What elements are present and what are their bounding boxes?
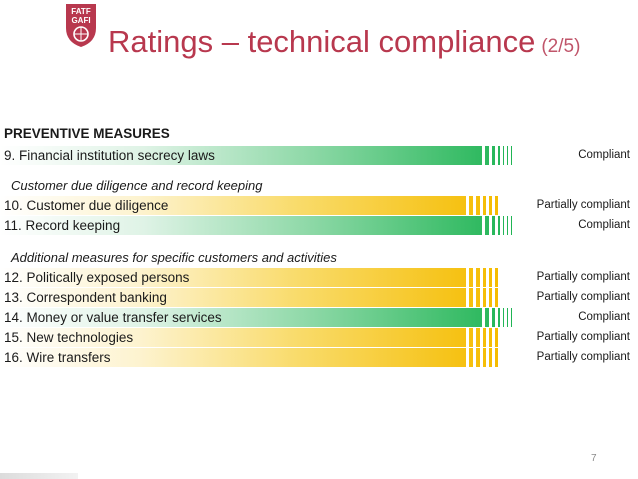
rating-bar-stripes [462, 196, 498, 215]
bar-separator [508, 146, 511, 165]
rating-row: 12. Politically exposed persons Partiall… [0, 268, 638, 287]
bar-separator [492, 328, 495, 347]
rating-value: Partially compliant [536, 271, 630, 283]
rating-row: 9. Financial institution secrecy laws Co… [0, 146, 638, 165]
svg-text:GAFI: GAFI [71, 16, 90, 25]
rating-bar-stripes [462, 328, 498, 347]
row-label: 12. Politically exposed persons [4, 270, 190, 285]
bar-separator [480, 328, 483, 347]
rating-bar [0, 268, 498, 287]
title-page-indicator: (2/5) [541, 36, 581, 57]
bar-separator [489, 216, 492, 235]
bar-separator [466, 196, 469, 215]
rating-bar-stripes [478, 216, 512, 235]
bar-separator [492, 288, 495, 307]
svg-text:FATF: FATF [71, 7, 91, 16]
bar-separator [495, 216, 498, 235]
bar-separator [492, 196, 495, 215]
bar-separator [482, 308, 485, 327]
rating-value: Partially compliant [536, 331, 630, 343]
bar-separator [473, 288, 476, 307]
bar-separator [473, 348, 476, 367]
rating-row: 16. Wire transfers Partially compliant [0, 348, 638, 367]
rating-value: Partially compliant [536, 291, 630, 303]
rating-row: 11. Record keeping Compliant [0, 216, 638, 235]
subsection-heading-additional: Additional measures for specific custome… [11, 250, 337, 265]
rating-bar [0, 216, 512, 235]
rating-row: 15. New technologies Partially compliant [0, 328, 638, 347]
bar-separator [492, 348, 495, 367]
bar-separator [466, 288, 469, 307]
row-label: 9. Financial institution secrecy laws [4, 148, 215, 163]
row-label: 13. Correspondent banking [4, 290, 167, 305]
subsection-heading-cdd: Customer due diligence and record keepin… [11, 178, 263, 193]
row-label: 16. Wire transfers [4, 350, 111, 365]
rating-row: 10. Customer due diligence Partially com… [0, 196, 638, 215]
page-title: Ratings – technical compliance (2/5) [108, 18, 580, 66]
bar-separator [482, 146, 485, 165]
bar-separator [486, 268, 489, 287]
rating-row: 14. Money or value transfer services Com… [0, 308, 638, 327]
bar-separator [500, 216, 503, 235]
bar-separator [466, 328, 469, 347]
rating-bar-stripes [478, 146, 512, 165]
rating-bar [0, 348, 498, 367]
row-label: 14. Money or value transfer services [4, 310, 222, 325]
bar-separator [480, 288, 483, 307]
bar-separator [504, 146, 507, 165]
bar-separator [508, 308, 511, 327]
rating-bar-stripes [478, 308, 512, 327]
rating-value: Partially compliant [536, 351, 630, 363]
rating-bar-stripes [462, 288, 498, 307]
bar-separator [473, 196, 476, 215]
bar-separator [480, 196, 483, 215]
bar-separator [486, 328, 489, 347]
bar-separator [508, 216, 511, 235]
rating-row: 13. Correspondent banking Partially comp… [0, 288, 638, 307]
fatf-gafi-logo: FATF GAFI [64, 2, 98, 48]
bar-separator [473, 268, 476, 287]
bar-separator [492, 268, 495, 287]
rating-bar [0, 328, 498, 347]
rating-value: Compliant [578, 149, 630, 161]
bar-separator [495, 146, 498, 165]
section-heading: PREVENTIVE MEASURES [4, 126, 170, 141]
row-label: 11. Record keeping [4, 218, 121, 233]
bar-separator [466, 268, 469, 287]
bar-separator [504, 308, 507, 327]
row-label: 10. Customer due diligence [4, 198, 169, 213]
bar-separator [504, 216, 507, 235]
rating-value: Compliant [578, 311, 630, 323]
bar-separator [489, 308, 492, 327]
bar-separator [486, 196, 489, 215]
rating-value: Partially compliant [536, 199, 630, 211]
rating-bar [0, 288, 498, 307]
title-text: Ratings – technical compliance [108, 24, 536, 59]
rating-bar [0, 196, 498, 215]
rating-bar-stripes [462, 348, 498, 367]
bar-separator [466, 348, 469, 367]
footer-decoration [0, 473, 78, 479]
rating-bar [0, 308, 512, 327]
bar-separator [473, 328, 476, 347]
bar-separator [482, 216, 485, 235]
bar-separator [480, 348, 483, 367]
rating-bar [0, 146, 512, 165]
page-number: 7 [591, 453, 597, 464]
rating-bar-stripes [462, 268, 498, 287]
rating-value: Compliant [578, 219, 630, 231]
bar-separator [495, 308, 498, 327]
bar-separator [500, 146, 503, 165]
bar-separator [480, 268, 483, 287]
bar-separator [486, 288, 489, 307]
row-label: 15. New technologies [4, 330, 134, 345]
bar-separator [486, 348, 489, 367]
bar-separator [500, 308, 503, 327]
bar-separator [489, 146, 492, 165]
